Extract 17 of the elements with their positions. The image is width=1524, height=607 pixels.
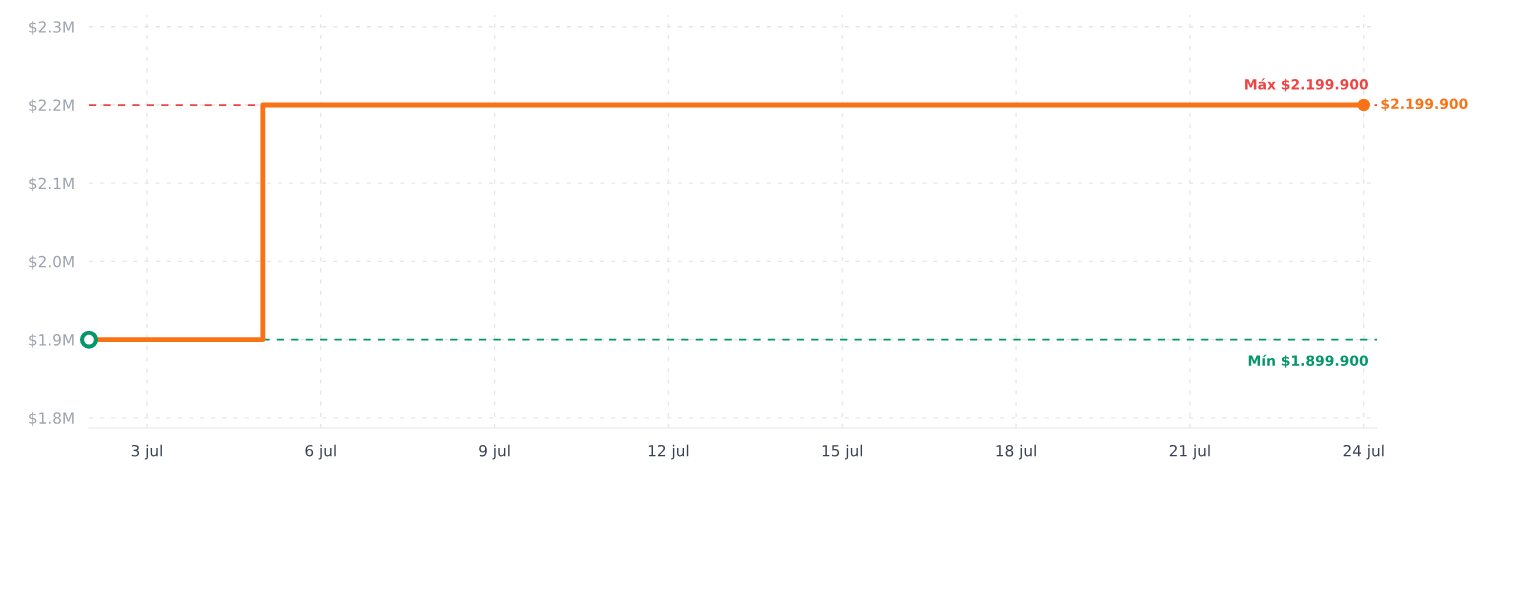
x-tick-label: 12 jul (648, 444, 689, 460)
x-tick-label: 18 jul (996, 444, 1036, 460)
x-tick-label: 6 jul (305, 444, 336, 460)
y-tick-label: $1.8M (29, 412, 74, 426)
y-tick-label: $2.3M (29, 20, 74, 35)
ref-line-label: Máx $2.199.900 (1245, 78, 1369, 92)
data-label: $2.199.900 (1381, 98, 1468, 111)
x-tick-label: 15 jul (822, 444, 863, 460)
ref-line-label: Mín $1.899.900 (1248, 354, 1369, 368)
y-tick-label: $2.2M (29, 99, 74, 113)
x-tick-label: 9 jul (479, 444, 510, 460)
y-tick-label: $1.9M (29, 333, 74, 348)
x-tick-label: 3 jul (131, 444, 162, 460)
y-tick-label: $2.0M (29, 255, 74, 270)
x-tick-label: 21 jul (1169, 444, 1210, 460)
y-tick-label: $2.1M (29, 177, 74, 192)
x-tick-label: 24 jul (1343, 444, 1384, 460)
